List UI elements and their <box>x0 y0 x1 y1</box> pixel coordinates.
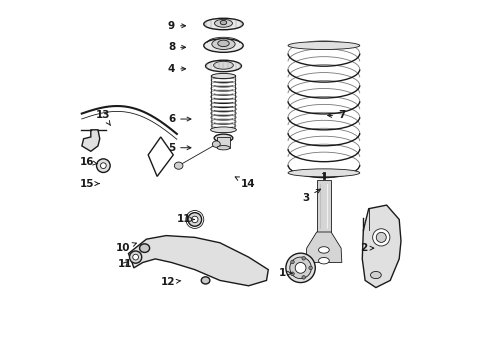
Text: 16: 16 <box>79 157 97 167</box>
Ellipse shape <box>133 254 139 260</box>
Text: 6: 6 <box>168 114 191 124</box>
Text: 5: 5 <box>168 143 191 153</box>
Text: 14: 14 <box>235 177 256 189</box>
Text: 7: 7 <box>328 111 345 121</box>
Ellipse shape <box>288 41 360 49</box>
Text: 15: 15 <box>79 179 99 189</box>
Ellipse shape <box>286 253 315 283</box>
Ellipse shape <box>174 162 183 169</box>
Ellipse shape <box>97 159 110 172</box>
Ellipse shape <box>205 60 242 72</box>
Ellipse shape <box>302 276 305 279</box>
Ellipse shape <box>212 141 220 147</box>
Polygon shape <box>306 232 342 262</box>
Ellipse shape <box>188 213 201 226</box>
Ellipse shape <box>309 266 313 270</box>
Bar <box>217 137 230 148</box>
Ellipse shape <box>140 244 149 252</box>
Ellipse shape <box>204 18 243 30</box>
Ellipse shape <box>302 257 305 260</box>
Ellipse shape <box>370 271 381 279</box>
Ellipse shape <box>220 21 227 25</box>
Ellipse shape <box>217 145 230 150</box>
Ellipse shape <box>218 40 229 46</box>
Polygon shape <box>82 130 100 151</box>
Text: 13: 13 <box>96 111 111 126</box>
Ellipse shape <box>291 260 294 264</box>
Polygon shape <box>362 205 401 288</box>
Ellipse shape <box>201 277 210 284</box>
Text: 8: 8 <box>168 42 186 52</box>
Text: 12: 12 <box>161 277 181 287</box>
Ellipse shape <box>214 134 233 142</box>
Text: 11: 11 <box>177 215 194 224</box>
Ellipse shape <box>100 163 106 168</box>
Ellipse shape <box>215 19 232 27</box>
Ellipse shape <box>295 262 306 273</box>
Ellipse shape <box>288 169 360 177</box>
Ellipse shape <box>212 39 235 49</box>
Ellipse shape <box>214 61 233 69</box>
Ellipse shape <box>318 247 329 253</box>
Ellipse shape <box>318 257 329 264</box>
Bar <box>317 180 331 232</box>
Text: 9: 9 <box>168 21 186 31</box>
Ellipse shape <box>211 73 236 78</box>
Text: 3: 3 <box>302 189 320 203</box>
Ellipse shape <box>192 216 198 223</box>
Ellipse shape <box>290 257 311 279</box>
Ellipse shape <box>129 251 142 263</box>
Polygon shape <box>128 235 269 286</box>
Ellipse shape <box>204 39 243 52</box>
Ellipse shape <box>211 127 236 133</box>
Ellipse shape <box>291 272 294 275</box>
Text: 4: 4 <box>168 64 186 74</box>
Text: 1: 1 <box>279 268 292 278</box>
Text: 11: 11 <box>118 259 132 269</box>
Text: 10: 10 <box>116 243 136 253</box>
Text: 2: 2 <box>360 243 374 253</box>
Ellipse shape <box>373 229 390 246</box>
Ellipse shape <box>376 232 386 242</box>
